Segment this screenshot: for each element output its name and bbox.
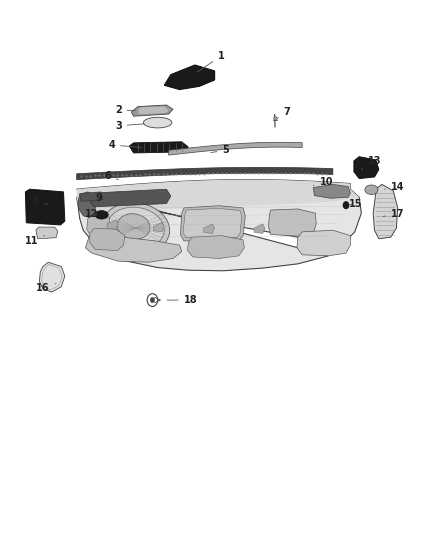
Polygon shape bbox=[354, 157, 379, 179]
Circle shape bbox=[343, 201, 349, 209]
Circle shape bbox=[150, 297, 155, 303]
Polygon shape bbox=[138, 107, 169, 114]
Text: 5: 5 bbox=[211, 146, 229, 155]
Text: 2: 2 bbox=[115, 106, 135, 115]
Polygon shape bbox=[254, 224, 265, 233]
Polygon shape bbox=[90, 189, 171, 207]
Text: 15: 15 bbox=[349, 199, 362, 208]
Text: 4: 4 bbox=[108, 140, 142, 150]
Text: 6: 6 bbox=[104, 171, 118, 181]
Ellipse shape bbox=[117, 214, 150, 239]
Polygon shape bbox=[77, 180, 359, 213]
Polygon shape bbox=[187, 236, 244, 259]
Polygon shape bbox=[107, 220, 118, 229]
Polygon shape bbox=[85, 236, 182, 262]
Ellipse shape bbox=[95, 211, 108, 219]
Text: 8: 8 bbox=[32, 196, 48, 206]
Text: 14: 14 bbox=[385, 182, 404, 192]
Text: 13: 13 bbox=[361, 156, 381, 169]
Text: 1: 1 bbox=[197, 51, 225, 72]
Polygon shape bbox=[25, 189, 65, 225]
Polygon shape bbox=[164, 65, 215, 90]
Text: 16: 16 bbox=[36, 283, 56, 293]
Polygon shape bbox=[313, 184, 350, 198]
Polygon shape bbox=[183, 208, 242, 238]
Text: 17: 17 bbox=[383, 209, 404, 219]
Polygon shape bbox=[87, 213, 110, 236]
Ellipse shape bbox=[365, 185, 378, 195]
Polygon shape bbox=[80, 192, 103, 201]
Polygon shape bbox=[131, 105, 173, 116]
Polygon shape bbox=[153, 222, 164, 232]
Polygon shape bbox=[90, 228, 125, 251]
Polygon shape bbox=[77, 180, 361, 271]
Polygon shape bbox=[297, 230, 350, 256]
Text: 3: 3 bbox=[115, 121, 144, 131]
Ellipse shape bbox=[143, 117, 172, 128]
Ellipse shape bbox=[102, 203, 170, 254]
Polygon shape bbox=[36, 227, 58, 239]
Ellipse shape bbox=[107, 207, 164, 249]
Polygon shape bbox=[77, 167, 333, 180]
Text: 7: 7 bbox=[278, 107, 290, 117]
Polygon shape bbox=[373, 184, 398, 239]
Polygon shape bbox=[39, 262, 65, 292]
Text: 11: 11 bbox=[25, 236, 45, 246]
Polygon shape bbox=[78, 192, 96, 217]
Text: 12: 12 bbox=[85, 209, 99, 219]
Polygon shape bbox=[169, 142, 302, 155]
Text: 18: 18 bbox=[167, 295, 198, 305]
Polygon shape bbox=[129, 142, 188, 153]
Polygon shape bbox=[268, 209, 316, 236]
Text: 10: 10 bbox=[313, 177, 333, 187]
Polygon shape bbox=[180, 206, 245, 241]
Polygon shape bbox=[204, 224, 215, 233]
Text: 9: 9 bbox=[95, 193, 110, 203]
